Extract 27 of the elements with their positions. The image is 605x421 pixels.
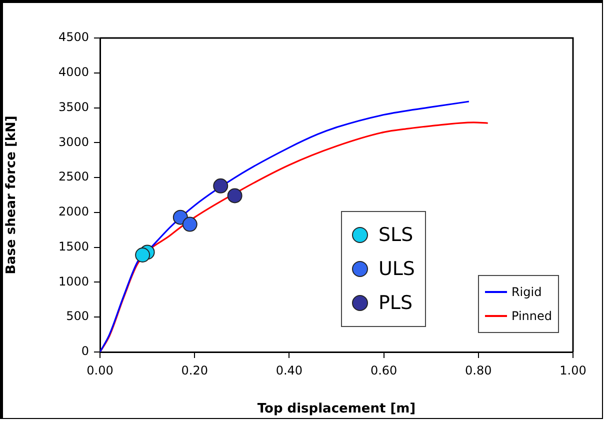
y-tick-label: 4000 bbox=[58, 65, 89, 80]
x-tick-label: 0.20 bbox=[181, 363, 208, 378]
legend-label: Pinned bbox=[511, 309, 552, 323]
y-tick-label: 0 bbox=[81, 344, 89, 358]
legend-label: Rigid bbox=[511, 285, 542, 299]
y-tick-label: 3000 bbox=[58, 134, 89, 149]
y-tick-label: 1500 bbox=[58, 239, 89, 254]
point bbox=[227, 188, 242, 204]
point bbox=[135, 248, 150, 263]
y-tick-label: 3500 bbox=[58, 100, 89, 114]
point bbox=[182, 216, 198, 232]
y-tick-label: 500 bbox=[66, 309, 89, 324]
point bbox=[213, 178, 228, 194]
x-tick-label: 0.80 bbox=[465, 363, 492, 378]
y-tick-label: 2500 bbox=[58, 170, 89, 184]
legend-label: PLS bbox=[378, 292, 413, 314]
legend-label: SLS bbox=[378, 224, 414, 246]
x-tick-label: 0.40 bbox=[276, 363, 303, 378]
x-axis-title: Top displacement [m] bbox=[257, 402, 416, 417]
y-tick-label: 2000 bbox=[58, 204, 89, 219]
legend-label: ULS bbox=[378, 258, 415, 280]
x-tick-label: 0.60 bbox=[370, 363, 398, 378]
y-tick-label: 4500 bbox=[58, 30, 89, 44]
x-tick-label: 0.00 bbox=[86, 363, 114, 378]
x-tick-label: 1.00 bbox=[560, 363, 586, 378]
y-axis-title: Base shear force [kN] bbox=[4, 116, 20, 274]
y-tick-label: 1000 bbox=[58, 274, 89, 288]
